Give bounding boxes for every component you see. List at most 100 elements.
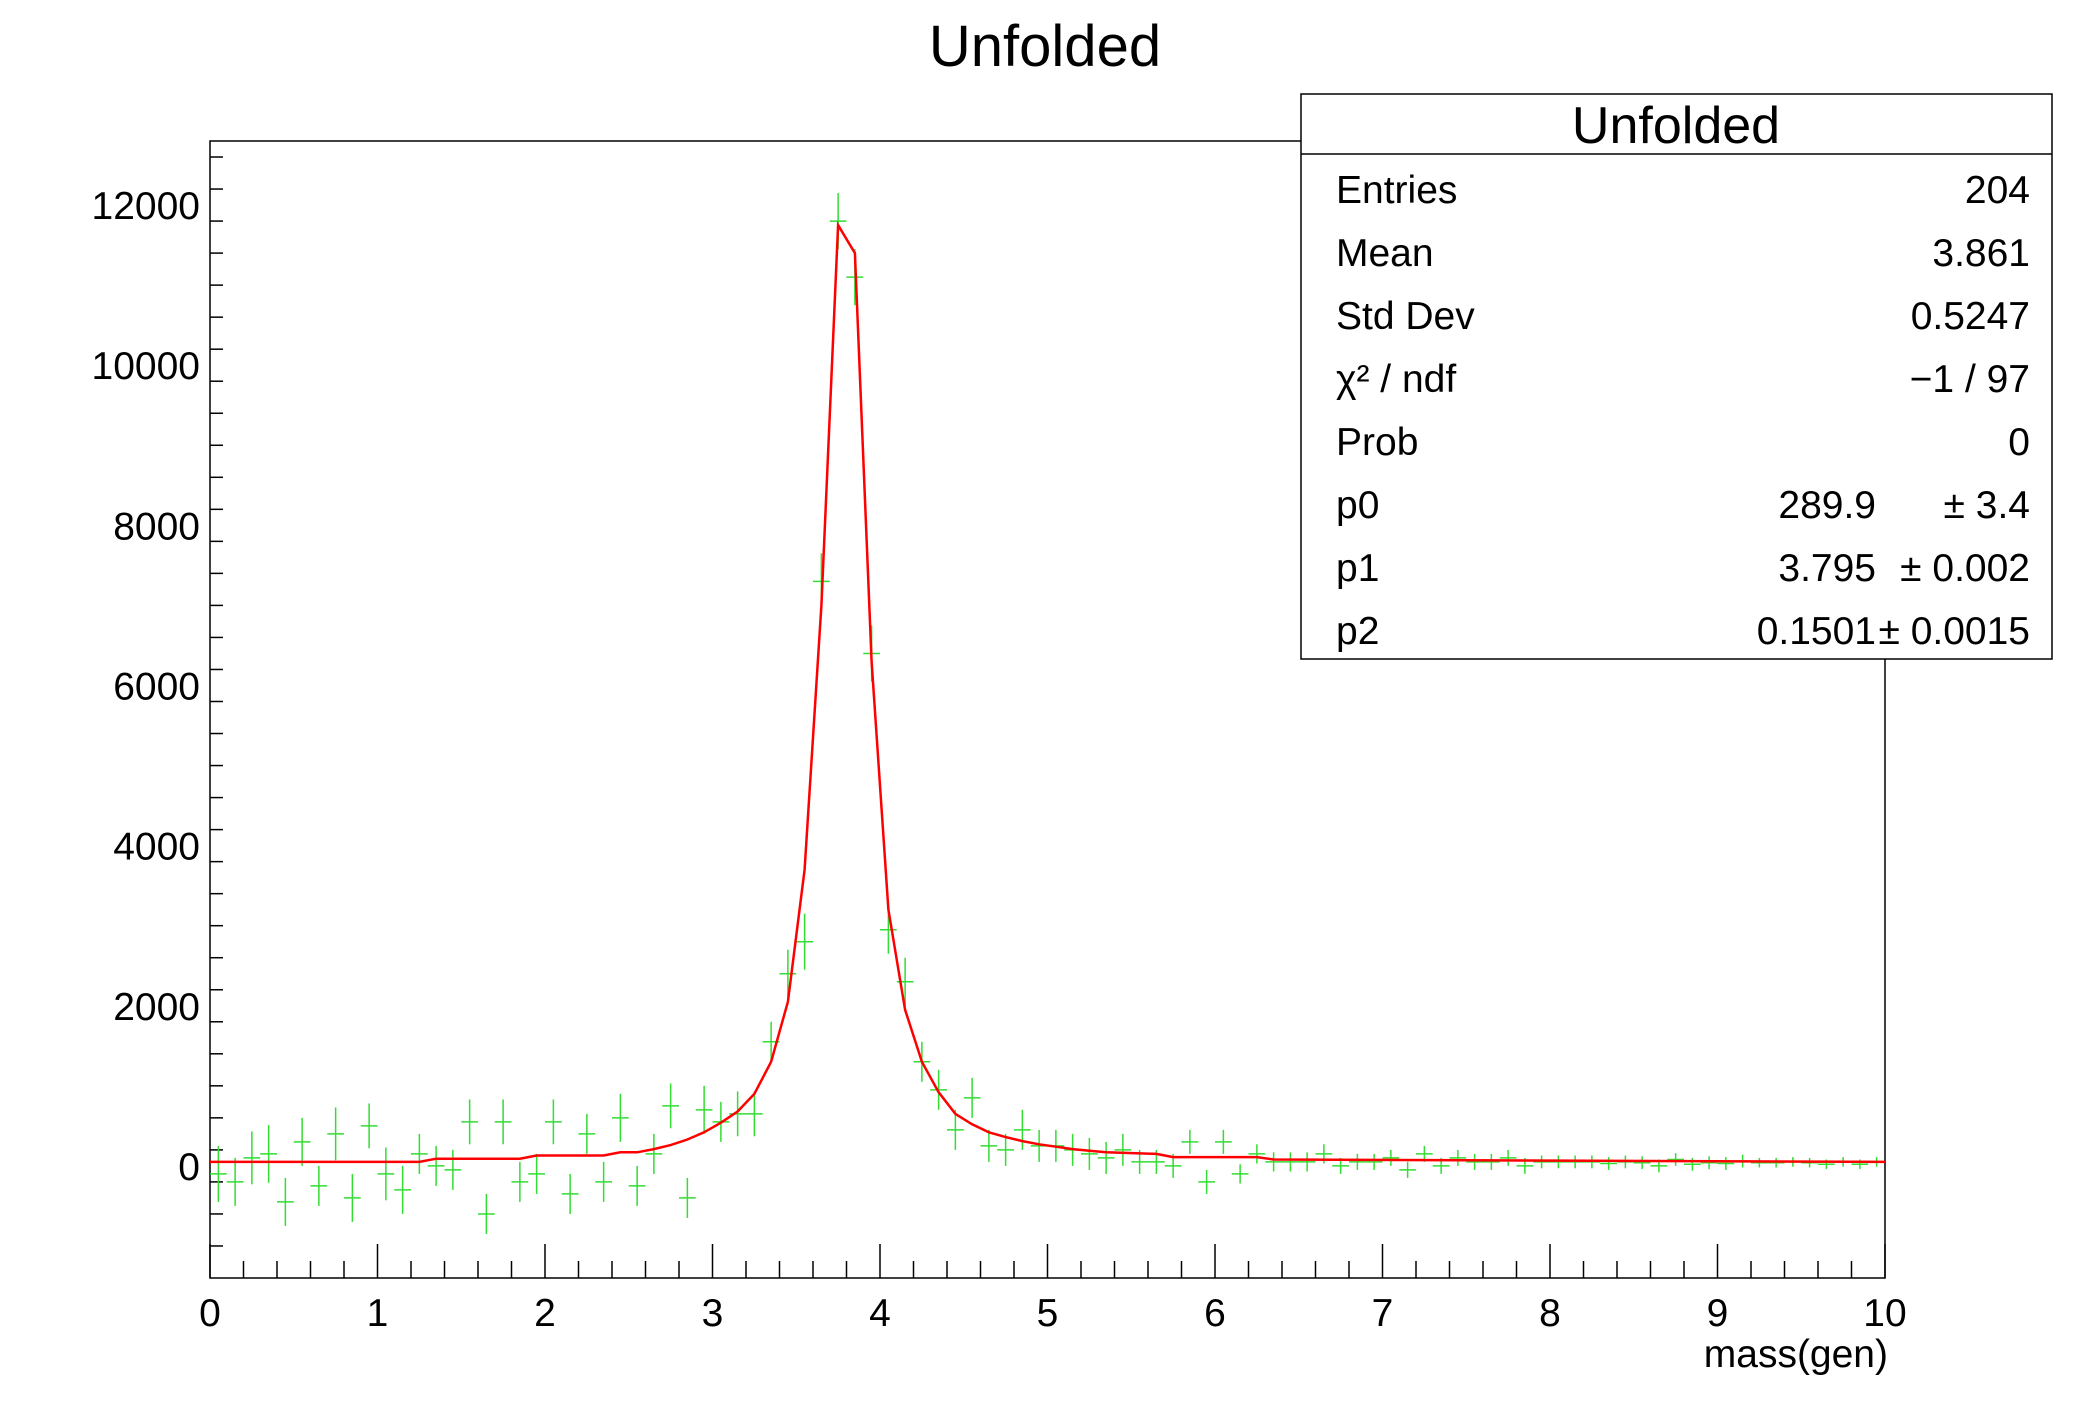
data-point [595, 1161, 612, 1202]
y-tick-label: 12000 [92, 185, 200, 228]
y-tick-label: 6000 [113, 665, 200, 708]
data-point [1181, 1129, 1199, 1154]
data-point [1298, 1152, 1316, 1172]
data-point [997, 1133, 1014, 1166]
y-tick-label: 2000 [113, 986, 200, 1029]
data-point [729, 1091, 746, 1137]
data-point [1248, 1144, 1266, 1164]
data-point [1717, 1157, 1735, 1170]
data-point [360, 1103, 378, 1149]
data-point [578, 1113, 596, 1154]
data-point [1365, 1153, 1383, 1170]
stats-row-error: ± 3.4 [1944, 484, 2030, 527]
data-point [293, 1117, 311, 1166]
x-tick-label: 2 [534, 1292, 556, 1335]
x-tick-label: 6 [1204, 1292, 1226, 1335]
data-point [1533, 1155, 1550, 1169]
stats-row-label: p1 [1336, 547, 1379, 590]
x-tick-label: 0 [199, 1292, 221, 1335]
data-point [277, 1177, 294, 1226]
data-point [444, 1149, 462, 1190]
data-point [1449, 1149, 1467, 1166]
data-point [963, 1077, 981, 1118]
stats-row-value: 3.861 [1932, 232, 2030, 275]
x-tick-label: 3 [702, 1292, 724, 1335]
stats-box-title: Unfolded [1572, 97, 1780, 155]
data-point [1081, 1137, 1098, 1170]
data-point [779, 949, 797, 998]
stats-row-label: Prob [1336, 421, 1418, 464]
data-point [1466, 1153, 1483, 1170]
stats-row-value: −1 / 97 [1910, 358, 2030, 401]
data-point [947, 1109, 964, 1150]
data-point [528, 1153, 545, 1194]
data-point [210, 1145, 227, 1202]
data-point [478, 1193, 495, 1234]
y-tick-label: 8000 [113, 505, 200, 548]
data-point [494, 1099, 512, 1145]
data-point [1700, 1156, 1718, 1170]
data-point [1499, 1149, 1517, 1166]
data-point [377, 1147, 395, 1201]
data-point [1483, 1153, 1500, 1170]
data-point [1265, 1152, 1282, 1172]
stats-row-label: p0 [1336, 484, 1379, 527]
data-point [327, 1107, 344, 1161]
stats-box-frame [1300, 93, 2053, 660]
data-point [1667, 1153, 1684, 1166]
data-point [1550, 1155, 1567, 1169]
x-tick-label: 9 [1707, 1292, 1729, 1335]
data-point [1014, 1109, 1031, 1150]
stats-row-label: p2 [1336, 610, 1379, 653]
stats-row-error: ± 0.0015 [1878, 610, 2030, 653]
data-point [545, 1099, 562, 1145]
stats-rows: Entries 204 Mean 3.861 Std Dev 0.5247 χ² / ndf… [1336, 169, 2030, 653]
data-point [1600, 1157, 1617, 1170]
data-points [210, 193, 1885, 1234]
data-point [260, 1125, 277, 1183]
data-point [1751, 1157, 1768, 1168]
x-tick-label: 10 [1863, 1292, 1906, 1335]
y-tick-label: 4000 [113, 826, 200, 869]
data-point [511, 1161, 529, 1202]
data-point [1633, 1156, 1651, 1170]
stats-row-value: 0.5247 [1911, 295, 2030, 338]
stats-row-label: Std Dev [1336, 295, 1475, 338]
stats-row-error: ± 0.002 [1900, 547, 2030, 590]
data-point [1282, 1152, 1299, 1172]
x-tick-label: 1 [367, 1292, 389, 1335]
stats-row-label: χ² / ndf [1336, 358, 1456, 401]
fit-curve [210, 220, 1886, 1164]
stats-row-value: 3.795 [1778, 547, 1876, 590]
x-axis-label: mass(gen) [1704, 1333, 1888, 1376]
data-point [1684, 1157, 1701, 1171]
stats-row-value: 0.1501 [1757, 610, 1876, 653]
y-axis: 0 2000 4000 6000 8000 10000 12000 [92, 156, 223, 1247]
stats-row-value: 0 [2008, 421, 2030, 464]
data-point [427, 1145, 445, 1186]
data-point [1114, 1133, 1132, 1166]
x-tick-label: 7 [1372, 1292, 1394, 1335]
data-point [1349, 1153, 1366, 1170]
stats-box: Unfolded Entries 204 Mean 3.861 Std Dev 0.524… [1300, 93, 2053, 660]
stats-row-value: 289.9 [1778, 484, 1876, 527]
data-point [746, 1091, 763, 1137]
data-point [1097, 1141, 1115, 1174]
data-point [226, 1157, 244, 1206]
data-point [980, 1129, 998, 1162]
stats-row-label: Mean [1336, 232, 1434, 275]
data-point [243, 1131, 261, 1185]
data-point [411, 1133, 428, 1174]
x-tick-label: 5 [1037, 1292, 1059, 1335]
stats-row-label: Entries [1336, 169, 1457, 212]
x-axis: 0 1 2 3 4 5 6 7 8 9 10 [199, 1244, 1907, 1335]
chart-title: Unfolded [929, 14, 1161, 79]
data-point [1198, 1169, 1215, 1194]
y-tick-label: 0 [178, 1146, 200, 1189]
data-point [1215, 1129, 1232, 1154]
data-point [394, 1165, 411, 1214]
x-tick-label: 4 [869, 1292, 891, 1335]
fit-curve-layer [210, 220, 1886, 1164]
data-point [612, 1093, 629, 1142]
